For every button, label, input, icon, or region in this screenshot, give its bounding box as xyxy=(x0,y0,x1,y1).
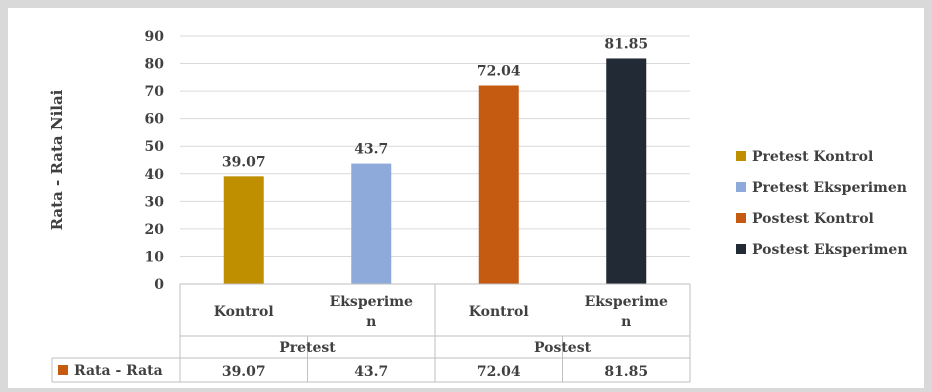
x-group-label: Pretest xyxy=(279,340,336,356)
y-tick-label: 40 xyxy=(145,167,165,183)
legend-item-pretest-kontrol: Pretest Kontrol xyxy=(736,149,873,165)
legend-swatch xyxy=(736,213,746,223)
y-tick-label: 80 xyxy=(145,57,165,73)
table-row-marker xyxy=(58,365,68,375)
data-label: 43.7 xyxy=(354,142,388,158)
legend-item-postest-eksperimen: Postest Eksperimen xyxy=(736,242,908,258)
table-cell: 72.04 xyxy=(477,364,521,380)
bar xyxy=(223,176,264,284)
legend-label: Pretest Eksperimen xyxy=(752,180,907,196)
chart-panel: 0 10 20 30 40 50 60 70 80 90 Rata - Rata Nilai 39.0… xyxy=(8,8,924,388)
y-axis-title: Rata - Rata Nilai xyxy=(48,89,66,230)
x-category-label: n xyxy=(366,314,376,330)
legend-swatch xyxy=(736,244,746,254)
table-cell: 81.85 xyxy=(604,364,648,380)
bar xyxy=(478,85,519,284)
table-row-label: Rata - Rata xyxy=(74,363,163,379)
data-label: 39.07 xyxy=(222,154,266,170)
legend-swatch xyxy=(736,151,746,161)
data-label: 72.04 xyxy=(477,63,521,79)
x-category-label: Eksperime xyxy=(585,294,668,310)
bar xyxy=(351,163,392,284)
y-tick-label: 60 xyxy=(145,112,165,128)
y-tick-label: 70 xyxy=(145,84,165,100)
bar-chart: 0 10 20 30 40 50 60 70 80 90 Rata - Rata Nilai 39.0… xyxy=(48,29,691,383)
x-category-label: Eksperime xyxy=(330,294,413,310)
y-tick-label: 0 xyxy=(154,277,164,293)
x-category-label: n xyxy=(621,314,631,330)
x-category-label: Kontrol xyxy=(469,304,529,320)
bar xyxy=(606,58,647,284)
y-tick-label: 50 xyxy=(145,139,165,155)
y-tick-label: 10 xyxy=(145,249,165,265)
y-tick-label: 30 xyxy=(145,194,165,210)
legend-item-pretest-eksperimen: Pretest Eksperimen xyxy=(736,180,907,196)
x-group-label: Postest xyxy=(534,340,592,356)
legend-label: Pretest Kontrol xyxy=(752,149,874,165)
y-tick-label: 90 xyxy=(145,29,165,45)
data-label: 81.85 xyxy=(604,36,648,52)
legend-item-postest-kontrol: Postest Kontrol xyxy=(736,211,874,227)
table-cell: 43.7 xyxy=(354,364,388,380)
legend-label: Postest Eksperimen xyxy=(752,242,908,258)
legend-label: Postest Kontrol xyxy=(752,211,874,227)
y-tick-label: 20 xyxy=(145,222,165,238)
x-category-label: Kontrol xyxy=(214,304,274,320)
table-cell: 39.07 xyxy=(222,364,266,380)
legend-swatch xyxy=(736,182,746,192)
